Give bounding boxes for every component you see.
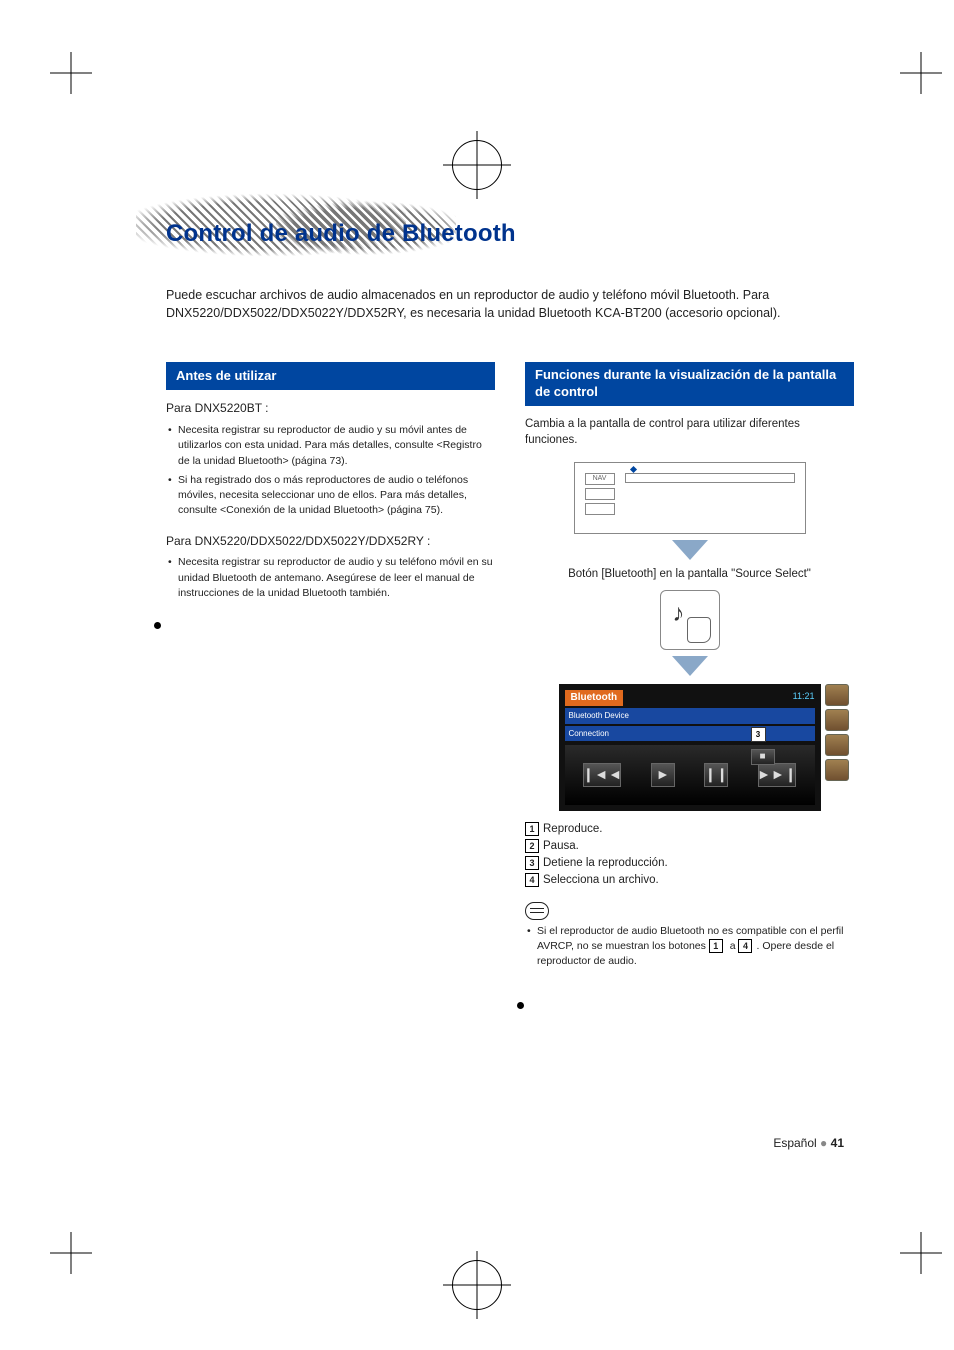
bullet-item: Necesita registrar su reproductor de aud… [178,555,495,601]
legend-num: 1 [525,822,539,836]
note-icon [525,902,549,920]
section-heading: Funciones durante la visualización de la… [525,362,854,406]
register-mark [452,1260,502,1310]
note-num: 1 [709,939,723,953]
note-text: Si el reproductor de audio Bluetooth no … [537,924,854,970]
lead-text: Cambia a la pantalla de control para uti… [525,416,854,448]
crop-mark [900,52,942,94]
sub-heading: Para DNX5220/DDX5022/DDX5022Y/DDX52RY : [166,533,495,550]
legend: 1 Reproduce. 2 Pausa. 3 Detiene la reproduc… [525,821,854,890]
crop-mark [900,1232,942,1274]
page-footer: Español ● 41 [773,1136,844,1150]
source-select-diagram: NAV [574,462,806,534]
screenshot-row: Bluetooth Device [565,708,815,723]
section-before-use: Antes de utilizar Para DNX5220BT : Neces… [166,362,495,973]
callout-3: 3 [751,727,766,742]
arrow-down-icon [672,656,708,676]
legend-num: 2 [525,839,539,853]
intro-text: Puede escuchar archivos de audio almacen… [166,286,854,322]
screenshot-title: Bluetooth [565,690,624,706]
section-heading: Antes de utilizar [166,362,495,390]
footer-page: 41 [831,1136,844,1150]
black-dot [517,1002,524,1009]
legend-text: Reproduce. [543,823,602,835]
bullet-item: Si ha registrado dos o más reproductores… [178,473,495,519]
arrow-down-icon [672,540,708,560]
pause-button: ❙❙ [704,763,728,787]
bluetooth-source-icon [660,590,720,650]
legend-num: 3 [525,856,539,870]
play-button: ► [651,763,675,787]
note-num: 4 [738,939,752,953]
crop-mark [50,52,92,94]
page-title: Control de audio de Bluetooth [166,220,854,248]
legend-num: 4 [525,873,539,887]
legend-text: Selecciona un archivo. [543,874,659,886]
screenshot-clock: 11:21 [793,690,815,706]
side-buttons [825,684,849,781]
crop-mark [50,1232,92,1274]
section-control-screen: Funciones durante la visualización de la… [525,362,854,973]
prev-button: ❙◄◄ [583,763,621,787]
bullet-item: Necesita registrar su reproductor de aud… [178,423,495,469]
black-dot [154,622,161,629]
control-screen-screenshot: Bluetooth 11:21 Bluetooth Device Connect… [559,684,821,810]
legend-text: Detiene la reproducción. [543,857,668,869]
screenshot-row: Connection [565,726,815,741]
register-mark [452,140,502,190]
legend-text: Pausa. [543,840,579,852]
sub-heading: Para DNX5220BT : [166,400,495,417]
next-button: ►►❙ [758,763,796,787]
diagram-caption: Botón [Bluetooth] en la pantalla "Source… [525,566,854,582]
footer-dot: ● [820,1136,831,1150]
footer-lang: Español [773,1136,816,1150]
